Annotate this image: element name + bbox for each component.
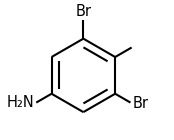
Text: Br: Br: [133, 96, 149, 111]
Text: H₂N: H₂N: [6, 95, 34, 110]
Text: Br: Br: [75, 4, 91, 19]
